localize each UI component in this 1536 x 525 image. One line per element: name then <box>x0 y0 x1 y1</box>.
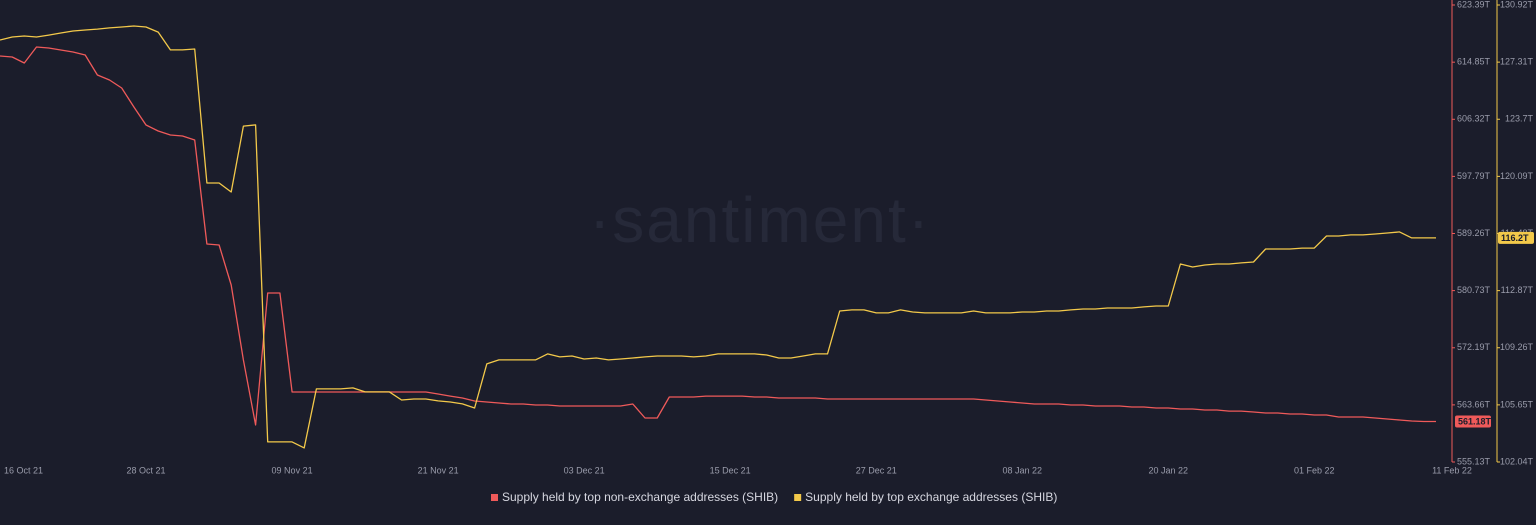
x-tick-label: 15 Dec 21 <box>710 465 751 475</box>
x-tick-label: 20 Jan 22 <box>1148 465 1188 475</box>
legend-swatch <box>794 494 802 501</box>
last-value-label: 561.18T <box>1458 416 1492 426</box>
x-tick-label: 11 Feb 22 <box>1432 465 1472 475</box>
x-tick-label: 01 Feb 22 <box>1294 465 1335 475</box>
series-line <box>0 46 1436 426</box>
series-line <box>0 25 1436 449</box>
x-tick-label: 09 Nov 21 <box>272 465 313 475</box>
x-tick-label: 27 Dec 21 <box>856 465 897 475</box>
y-tick-label: 589.26T <box>1457 228 1491 238</box>
y2-tick-label: 127.31T <box>1500 57 1534 67</box>
legend-label: Supply held by top exchange addresses (S… <box>805 490 1057 504</box>
y2-tick-label: 130.92T <box>1500 0 1534 9</box>
legend-label: Supply held by top non-exchange addresse… <box>502 490 778 504</box>
y2-tick-label: 105.65T <box>1500 399 1534 409</box>
last-value-badge <box>1498 231 1534 244</box>
last-value-label: 116.2T <box>1501 233 1529 243</box>
y2-tick-label: 112.87T <box>1501 285 1534 295</box>
x-tick-label: 03 Dec 21 <box>564 465 605 475</box>
y-tick-label: 597.79T <box>1457 171 1491 181</box>
x-tick-label: 16 Oct 21 <box>4 465 43 475</box>
y2-tick-label: 109.26T <box>1500 342 1534 352</box>
x-tick-label: 21 Nov 21 <box>418 465 459 475</box>
y-tick-label: 563.66T <box>1457 399 1491 409</box>
y2-tick-label: 102.04T <box>1500 456 1534 466</box>
last-value-badge <box>1455 415 1491 428</box>
x-tick-label: 28 Oct 21 <box>127 465 166 475</box>
y-tick-label: 555.13T <box>1457 456 1491 466</box>
y-tick-label: 614.85T <box>1457 57 1491 67</box>
y-tick-label: 580.73T <box>1457 285 1491 295</box>
y2-tick-label: 120.09T <box>1500 171 1534 181</box>
y2-tick-label: 123.7T <box>1505 114 1534 124</box>
legend-swatch <box>491 494 498 501</box>
watermark: ·santiment· <box>589 184 931 256</box>
y-tick-label: 606.32T <box>1457 114 1491 124</box>
y-tick-label: 623.39T <box>1457 0 1491 9</box>
x-tick-label: 08 Jan 22 <box>1002 465 1042 475</box>
y-tick-label: 572.19T <box>1457 342 1491 352</box>
